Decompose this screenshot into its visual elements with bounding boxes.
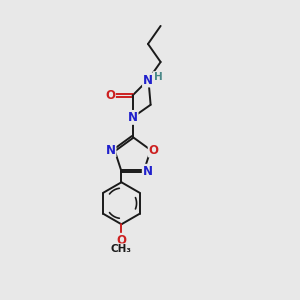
Text: H: H	[154, 72, 162, 82]
Text: N: N	[143, 165, 153, 178]
Text: N: N	[143, 74, 153, 86]
Text: O: O	[116, 234, 126, 247]
Text: O: O	[105, 89, 115, 102]
Text: CH₃: CH₃	[111, 244, 132, 254]
Text: O: O	[149, 143, 159, 157]
Text: N: N	[128, 111, 138, 124]
Text: N: N	[106, 143, 116, 157]
